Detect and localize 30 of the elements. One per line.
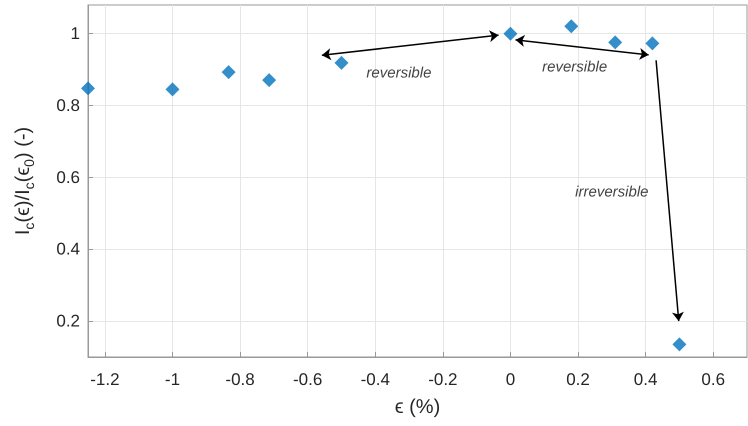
y-tick-label: 1 xyxy=(70,24,80,44)
y-tick-label: 0.4 xyxy=(56,240,80,259)
x-axis-title: ϵ (%) xyxy=(394,396,440,418)
annotation: reversible xyxy=(542,58,608,76)
point xyxy=(81,81,95,96)
x-tick-label: -0.8 xyxy=(225,370,255,389)
point xyxy=(334,56,348,70)
annotation: reversible xyxy=(366,64,432,82)
point xyxy=(608,35,622,50)
x-tick-label: -0.6 xyxy=(293,370,322,389)
x-tick-label: -1 xyxy=(164,370,180,389)
y-tick-label: 0.6 xyxy=(56,168,80,187)
y-tick-label: 0.2 xyxy=(56,312,80,331)
x-tick-label: 0.6 xyxy=(701,370,726,389)
y-axis-title: Ic(ϵ)/Ic(ϵ0) (-) xyxy=(12,126,37,236)
x-tick-label: -0.2 xyxy=(428,370,458,389)
x-tick-label: 0.4 xyxy=(634,370,658,389)
x-tick-label: -1.2 xyxy=(90,370,120,389)
point xyxy=(672,337,686,352)
annotation: irreversible xyxy=(575,183,648,200)
point xyxy=(165,82,180,96)
point xyxy=(222,65,236,80)
point xyxy=(645,36,660,50)
point xyxy=(503,26,518,41)
x-tick-label: 0 xyxy=(506,370,516,389)
y-tick-label: 0.8 xyxy=(56,96,80,116)
point xyxy=(564,19,578,34)
x-tick-label: -0.4 xyxy=(360,370,390,389)
x-tick-label: 0.2 xyxy=(566,370,590,389)
point xyxy=(262,73,276,88)
